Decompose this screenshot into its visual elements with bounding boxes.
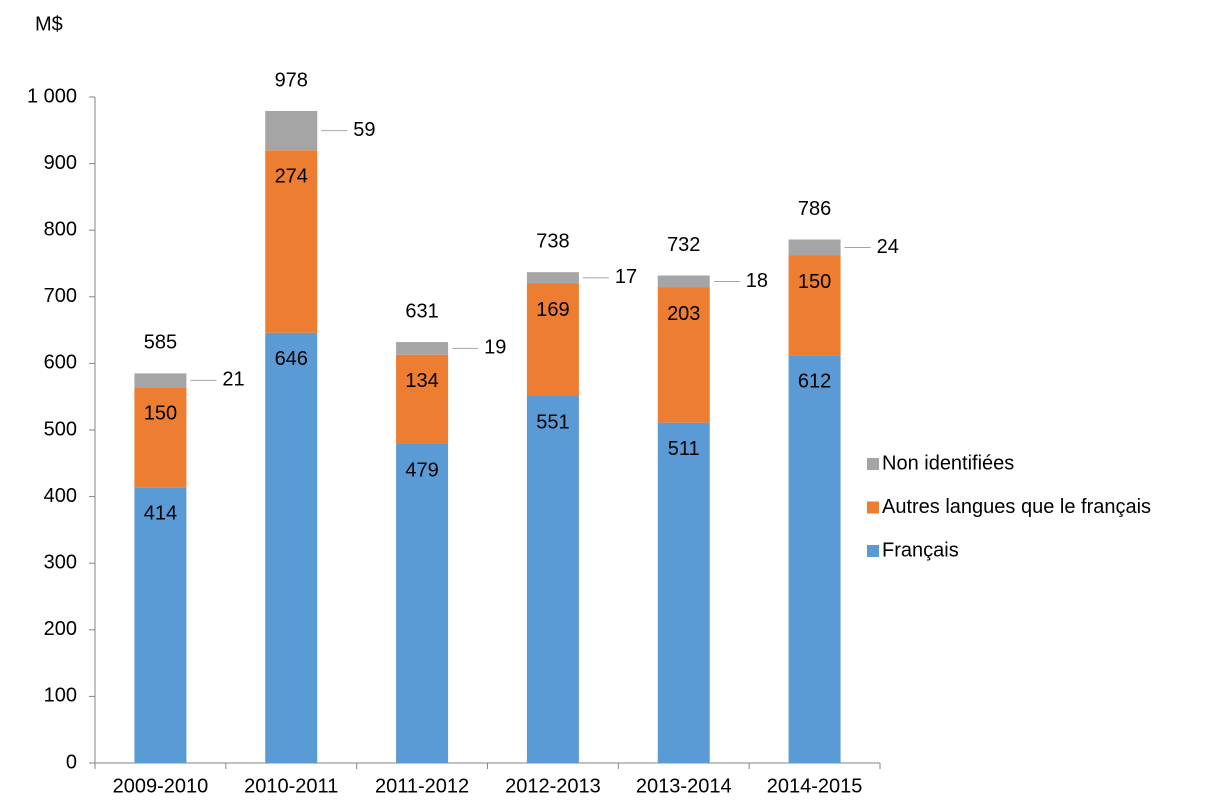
y-tick-label: 200: [44, 618, 77, 640]
data-label: 414: [144, 503, 177, 525]
legend-swatch: [867, 458, 879, 470]
y-tick-label: 700: [44, 285, 77, 307]
data-label: 134: [405, 370, 438, 392]
data-label: 21: [222, 369, 244, 391]
data-label: 274: [275, 166, 308, 188]
y-axis-label: M$: [35, 13, 63, 35]
bar-segment: [526, 283, 579, 397]
x-tick-label: 2010-2011: [244, 775, 338, 797]
total-label: 738: [536, 230, 569, 252]
bar-segment: [265, 110, 318, 151]
data-label: 479: [405, 459, 438, 481]
total-label: 786: [798, 198, 831, 220]
data-label: 59: [353, 119, 375, 141]
data-label: 551: [536, 411, 569, 433]
bar-segment: [134, 373, 187, 388]
x-tick-label: 2014-2015: [767, 775, 863, 797]
data-label: 24: [877, 236, 899, 258]
data-label: 18: [746, 270, 768, 292]
total-label: 978: [275, 69, 308, 91]
y-tick-label: 600: [44, 352, 77, 374]
total-label: 631: [405, 300, 438, 322]
bar-segment: [788, 355, 841, 763]
x-tick-label: 2012-2013: [505, 775, 601, 797]
legend-swatch: [867, 501, 879, 514]
legend-label: Autres langues que le français: [882, 496, 1151, 518]
data-label: 646: [275, 348, 308, 370]
bar-segment: [657, 275, 710, 288]
y-tick-label: 800: [44, 218, 77, 240]
data-label: 612: [798, 371, 831, 393]
bar-segment: [396, 443, 449, 763]
data-label: 511: [668, 438, 700, 460]
x-tick-label: 2009-2010: [113, 775, 209, 797]
bar-segment: [657, 287, 710, 423]
bar-segment: [526, 272, 579, 284]
bar-segment: [788, 255, 841, 356]
data-label: 150: [144, 403, 177, 425]
y-tick-label: 300: [44, 551, 77, 573]
y-tick-label: 500: [44, 418, 77, 440]
bar-segment: [657, 422, 710, 763]
y-tick-label: 400: [44, 485, 77, 507]
legend-label: Français: [882, 539, 959, 561]
total-label: 585: [144, 332, 177, 354]
bar-segment: [396, 354, 449, 444]
bar-segment: [396, 342, 449, 355]
x-tick-label: 2011-2012: [375, 775, 469, 797]
legend-label: Non identifiées: [882, 452, 1014, 474]
y-tick-label: 100: [44, 685, 77, 707]
data-label: 169: [536, 299, 569, 321]
total-label: 732: [667, 234, 700, 256]
bar-segment: [526, 396, 579, 763]
data-label: 17: [615, 266, 637, 288]
legend-swatch: [867, 545, 879, 557]
data-label: 150: [798, 271, 831, 293]
data-label: 19: [484, 337, 506, 359]
bar-segment: [265, 150, 318, 333]
y-tick-label: 1 000: [27, 85, 77, 107]
data-label: 203: [667, 303, 700, 325]
x-tick-label: 2013-2014: [636, 775, 732, 797]
bar-segment: [265, 332, 318, 763]
y-tick-label: 0: [66, 751, 77, 773]
bar-segment: [788, 239, 841, 256]
y-tick-label: 900: [44, 152, 77, 174]
bar-segment: [134, 387, 187, 488]
bar-segment: [134, 487, 187, 763]
